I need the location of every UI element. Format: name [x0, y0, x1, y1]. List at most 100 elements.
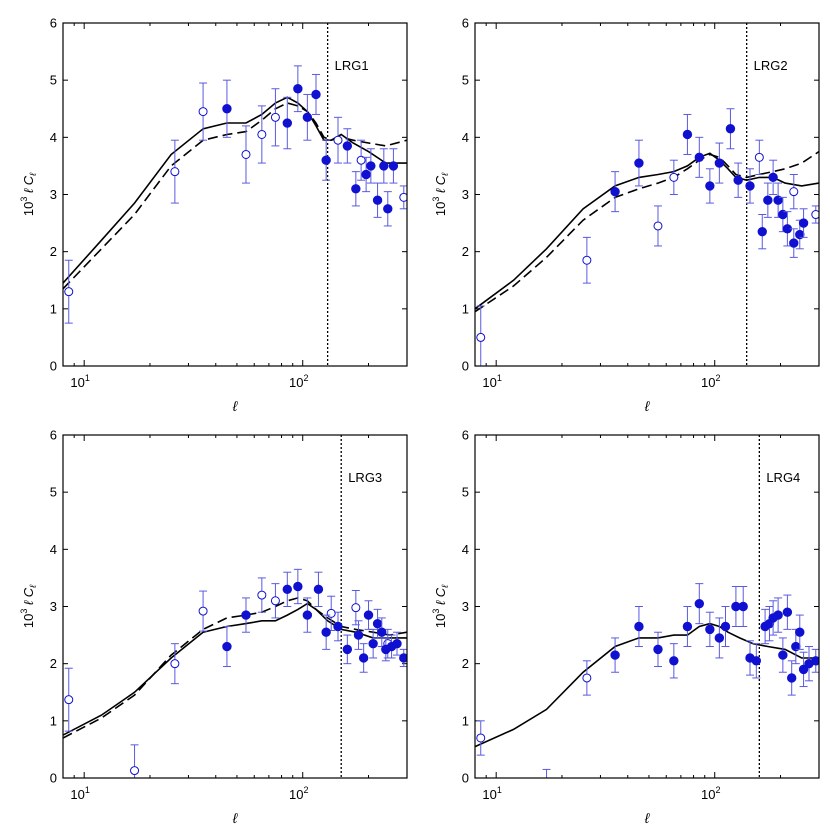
data-point-filled: [714, 158, 725, 168]
y-tick-label: 3: [50, 187, 57, 202]
data-point-open: [351, 603, 361, 613]
data-point-filled: [705, 181, 715, 191]
data-point-open: [170, 659, 180, 669]
data-point-open: [669, 172, 679, 182]
data-point-filled: [372, 195, 383, 205]
data-point-open: [64, 287, 74, 297]
y-label-symbol: ℓ C: [433, 175, 448, 196]
y-label-subscript: ℓ: [440, 173, 450, 177]
y-tick-label: 5: [50, 485, 57, 500]
data-point-open: [257, 129, 267, 139]
plot-area: [475, 23, 819, 366]
y-tick-label: 3: [462, 599, 469, 614]
data-point-open: [333, 135, 343, 145]
y-tick-label: 0: [462, 359, 469, 374]
data-point-open: [198, 606, 208, 616]
data-point-filled: [222, 641, 232, 652]
data-point-filled: [342, 141, 353, 151]
x-tick-base: 10: [289, 375, 303, 390]
theory-dashed-line: [63, 597, 407, 739]
data-point-open: [754, 152, 764, 162]
data-point-filled: [351, 184, 361, 194]
data-point-filled: [313, 584, 324, 595]
data-point-filled: [751, 656, 762, 666]
data-point-open: [356, 155, 366, 165]
y-tick-label: 1: [462, 301, 469, 316]
x-tick-exponent: 2: [303, 373, 308, 383]
x-tick-exponent: 1: [85, 785, 90, 795]
y-tick-label: 6: [50, 16, 57, 31]
y-tick-label: 0: [50, 359, 57, 374]
y-label-base: 10: [433, 202, 448, 216]
y-tick-label: 5: [50, 73, 57, 88]
data-point-filled: [720, 621, 731, 632]
y-label-subscript: ℓ: [28, 585, 38, 589]
x-tick-label: 102: [701, 785, 720, 802]
data-point-filled: [368, 638, 378, 649]
data-point-filled: [773, 195, 783, 205]
x-tick-exponent: 1: [497, 785, 502, 795]
x-tick-label: 102: [289, 785, 308, 802]
theory-solid-line: [63, 96, 407, 284]
data-point-filled: [222, 104, 232, 114]
data-point-filled: [725, 124, 736, 134]
y-label-base: 10: [433, 614, 448, 628]
data-point-filled: [733, 175, 743, 185]
x-tick-label: 101: [70, 373, 89, 390]
data-point-open: [476, 733, 486, 743]
x-tick-label: 101: [482, 785, 501, 802]
data-point-filled: [778, 650, 788, 660]
data-point-filled: [383, 204, 393, 214]
data-point-filled: [811, 656, 819, 666]
data-point-filled: [302, 112, 313, 123]
y-tick-label: 6: [50, 428, 57, 443]
data-point-filled: [789, 238, 799, 248]
data-point-filled: [282, 584, 293, 595]
data-point-open: [270, 596, 280, 606]
data-point-filled: [363, 610, 374, 620]
x-tick-base: 10: [70, 787, 84, 802]
data-point-filled: [757, 226, 767, 237]
data-point-filled: [321, 155, 331, 165]
y-axis-label: 103 ℓ Cℓ: [19, 585, 38, 628]
data-point-open: [653, 221, 663, 231]
panel-label: LRG2: [754, 58, 788, 73]
x-tick-base: 10: [289, 787, 303, 802]
x-tick-exponent: 1: [85, 373, 90, 383]
data-point-filled: [798, 664, 809, 675]
data-point-filled: [786, 673, 797, 683]
y-label-exponent: 3: [19, 609, 29, 614]
data-point-open: [326, 608, 336, 618]
data-point-filled: [738, 601, 748, 612]
data-point-open: [582, 255, 592, 265]
panel-label: LRG1: [335, 58, 369, 73]
x-tick-label: 102: [701, 373, 720, 390]
data-point-filled: [333, 621, 343, 632]
plot-frame: [474, 22, 820, 367]
y-axis-label: 103 ℓ Cℓ: [19, 173, 38, 216]
y-tick-label: 1: [50, 301, 57, 316]
plot-frame: [62, 22, 408, 367]
data-point-filled: [372, 618, 383, 629]
y-tick-label: 2: [462, 656, 469, 671]
data-point-filled: [302, 610, 313, 620]
y-tick-label: 2: [462, 244, 469, 259]
plot-area: [475, 435, 819, 778]
data-point-filled: [366, 161, 376, 171]
data-point-filled: [379, 161, 389, 171]
data-point-filled: [241, 610, 251, 620]
data-point-filled: [653, 644, 663, 655]
y-tick-label: 2: [50, 656, 57, 671]
y-tick-label: 1: [50, 713, 57, 728]
x-axis-label: ℓ: [232, 810, 238, 826]
x-tick-label: 101: [70, 785, 89, 802]
y-label-symbol: ℓ C: [21, 587, 36, 608]
data-point-filled: [795, 627, 805, 637]
plot-area: [63, 435, 407, 778]
data-point-filled: [392, 638, 402, 649]
data-point-filled: [694, 152, 705, 163]
data-point-open: [241, 149, 251, 159]
